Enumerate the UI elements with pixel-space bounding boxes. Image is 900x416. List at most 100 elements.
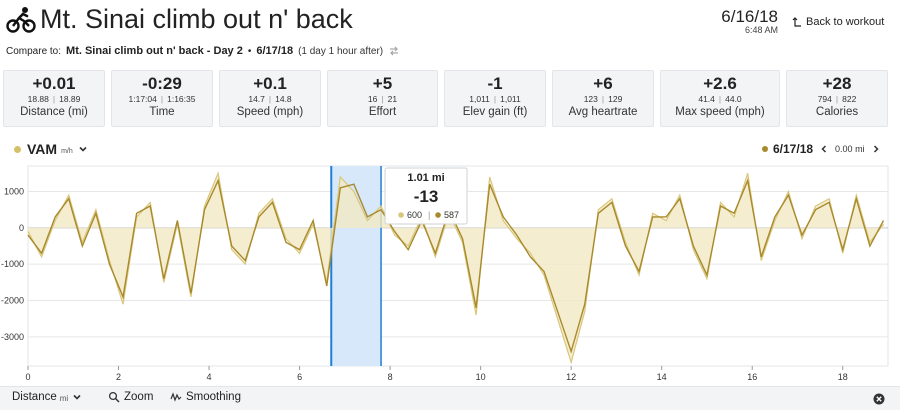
stat-value-b: 44.0 [725,94,742,104]
stat-tile: +2.6 41.4 | 44.0 Max speed (mph) [660,70,780,127]
series-a-area [28,173,884,363]
tooltip-value-b: 587 [444,210,459,220]
x-tick-label: 4 [207,372,212,382]
x-tick-label: 16 [747,372,757,382]
compare-row: Compare to: Mt. Sinai climb out n' back … [6,45,400,57]
stat-tile: -0:29 1:17:04 | 1:16:35 Time [111,70,213,127]
axis-label: Distance [12,391,57,403]
stat-divider: | [835,94,839,104]
smoothing-label: Smoothing [186,391,241,403]
stat-values: 1:17:04 | 1:16:35 [112,93,212,105]
stat-delta: -0:29 [142,74,182,93]
stat-values: 18.88 | 18.89 [4,93,104,105]
stat-values: 41.4 | 44.0 [661,93,779,105]
stat-divider: | [493,94,497,104]
tooltip-delta: -13 [414,187,439,206]
x-tick-label: 18 [838,372,848,382]
stat-values: 16 | 21 [328,93,437,105]
stat-label: Time [149,106,175,118]
smoothing-button[interactable]: Smoothing [170,391,241,403]
stat-label: Elev gain (ft) [462,106,528,118]
stat-values: 14.7 | 14.8 [220,93,320,105]
stat-value-a: 16 [367,94,378,104]
stat-value-a: 14.7 [248,94,265,104]
x-tick-label: 0 [25,372,30,382]
close-circle-icon[interactable] [873,393,885,405]
zoom-label: Zoom [124,391,154,403]
stat-delta: +0.1 [253,74,287,93]
stat-label: Distance (mi) [20,106,88,118]
x-tick-label: 12 [566,372,576,382]
magnifier-icon [108,391,120,403]
tooltip-distance: 1.01 mi [407,172,444,184]
x-tick-label: 6 [297,372,302,382]
chevron-left-icon[interactable] [819,144,829,154]
stat-value-b: 18.89 [59,94,81,104]
stat-delta: -1 [487,74,503,93]
stat-label: Max speed (mph) [675,106,765,118]
date-time: 6:48 AM [744,25,778,35]
stat-tile: -1 1,011 | 1,011 Elev gain (ft) [444,70,546,127]
y-tick-label: 0 [19,223,24,233]
vam-chart[interactable]: 1000 0 -1000 -2000 -3000 0 2 4 6 8 10 12 14 16 18 1.01 … [0,160,900,386]
y-tick-label: -2000 [1,296,24,306]
date-main: 6/16/18 [721,7,778,26]
stat-delta: +5 [372,74,393,93]
zoom-button[interactable]: Zoom [108,391,153,403]
metric-selector[interactable]: VAM m/h [14,141,88,157]
x-tick-label: 10 [476,372,486,382]
compare-nav: 6/17/18 0.00 mi [762,142,887,156]
stat-divider: | [381,94,384,104]
swap-icon[interactable] [388,45,400,57]
compare-workout-link[interactable]: Mt. Sinai climb out n' back - Day 2 [66,45,243,57]
x-tick-label: 8 [388,372,393,382]
tooltip-dot-a [398,212,404,218]
stat-label: Avg heartrate [568,106,638,118]
compare-note: (1 day 1 hour after) [298,45,384,57]
compare-color-dot [762,146,768,152]
stat-value-b: 822 [842,94,857,104]
stat-label: Effort [368,106,397,118]
stat-value-a: 1:17:04 [128,94,157,104]
stat-value-a: 18.88 [27,94,49,104]
header: Mt. Sinai climb out n' back 6/16/18 6:48… [0,0,900,44]
stat-value-b: 129 [608,94,623,104]
stat-divider: | [601,94,605,104]
chevron-down-icon [73,394,81,400]
stat-tile: +28 794 | 822 Calories [786,70,888,127]
chevron-down-icon [79,146,87,152]
stat-values: 794 | 822 [787,93,887,105]
stat-value-a: 1,011 [469,94,490,104]
back-to-workout-link[interactable]: Back to workout [792,16,884,28]
stat-value-a: 123 [583,94,598,104]
stat-label: Speed (mph) [236,106,304,118]
stat-values: 1,011 | 1,011 [445,93,545,105]
back-label: Back to workout [806,16,885,28]
cyclist-icon [6,6,36,33]
stat-divider: | [52,94,56,104]
page-title: Mt. Sinai climb out n' back [40,4,353,34]
wave-icon [170,392,182,402]
tooltip-box [384,167,468,225]
y-tick-label: -1000 [1,259,24,269]
stat-tile: +0.1 14.7 | 14.8 Speed (mph) [219,70,321,127]
stat-value-b: 21 [387,94,398,104]
y-tick-label: -3000 [1,332,24,342]
compare-date: 6/17/18 [256,45,294,57]
chevron-right-icon[interactable] [871,144,881,154]
compare-offset: 0.00 mi [835,144,865,154]
stat-delta: +2.6 [703,74,737,93]
tooltip-dot-b [435,212,441,218]
return-arrow-icon [792,17,801,27]
stat-divider: | [160,94,164,104]
metric-color-dot [14,145,21,153]
metric-unit: m/h [61,147,73,155]
chart-toolbar: Distance mi Zoom Smoothing [0,386,900,410]
axis-selector[interactable]: Distance mi [12,391,82,403]
stat-tile: +6 123 | 129 Avg heartrate [552,70,654,127]
x-tick-label: 14 [657,372,667,382]
stat-delta: +0.01 [32,74,76,93]
compare-nav-date: 6/17/18 [773,142,814,156]
stat-value-a: 41.4 [698,94,715,104]
stat-tile: +5 16 | 21 Effort [327,70,438,127]
